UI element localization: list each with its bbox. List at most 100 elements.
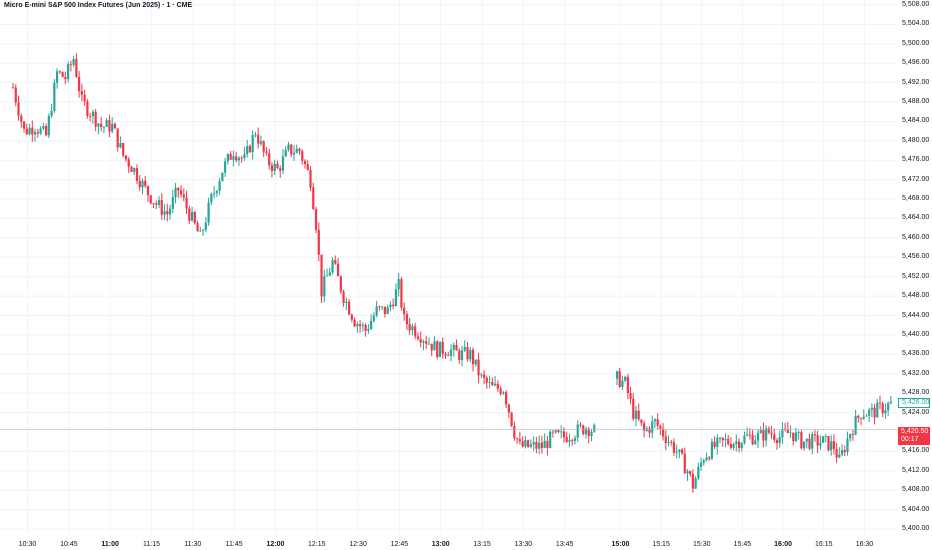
candle	[17, 95, 20, 121]
price-tick-label: 5,428.00	[902, 389, 930, 397]
candle	[675, 444, 678, 459]
candle-body	[805, 438, 808, 442]
candle	[708, 455, 711, 461]
candle-body	[621, 380, 624, 387]
countdown-timer: 00:17	[901, 435, 919, 443]
candle	[816, 430, 819, 454]
candle	[436, 339, 439, 360]
time-tick-label: 16:30	[855, 541, 874, 548]
candle-body	[257, 134, 260, 144]
candle-body	[811, 434, 814, 449]
candle-body	[353, 319, 356, 327]
candle-body	[765, 428, 768, 441]
candle-body	[452, 344, 455, 350]
candle	[830, 435, 833, 456]
candle	[781, 422, 784, 445]
candle	[656, 413, 659, 430]
candle	[767, 426, 770, 435]
candle	[80, 83, 83, 102]
price-tick-label: 5,424.00	[902, 408, 930, 416]
chart-title: Micro E-mini S&P 500 Index Futures (Jun …	[4, 2, 193, 9]
candle-body	[876, 402, 879, 418]
candle	[210, 192, 213, 206]
candle-body	[697, 466, 700, 479]
candle-body	[560, 431, 563, 433]
candle-body	[573, 437, 577, 441]
candle-body	[538, 442, 541, 449]
candle	[279, 165, 282, 178]
candle	[805, 438, 808, 449]
candle-body	[179, 190, 183, 195]
candle-body	[653, 419, 657, 422]
candle	[521, 436, 524, 448]
candle-body	[808, 438, 811, 449]
candle	[381, 306, 384, 311]
candle-body	[320, 254, 323, 297]
candle	[513, 421, 516, 441]
candle	[759, 426, 762, 434]
candle	[392, 298, 395, 310]
candle-body	[499, 388, 502, 394]
candle	[754, 435, 757, 446]
time-tick-label: 12:15	[308, 541, 326, 548]
candle-body	[370, 320, 373, 330]
price-tick-label: 5,416.00	[902, 447, 930, 455]
candle-body	[689, 471, 692, 475]
candle-body	[287, 144, 290, 150]
candle	[862, 409, 865, 420]
candle-body	[138, 180, 141, 188]
candle-body	[122, 142, 125, 156]
candle	[359, 320, 362, 333]
candle-body	[471, 349, 475, 365]
price-tick-label: 5,460.00	[902, 233, 930, 241]
candle-body	[372, 315, 375, 321]
price-tick-label: 5,476.00	[902, 156, 930, 164]
candle-body	[113, 123, 117, 129]
candle	[838, 447, 841, 459]
candle	[36, 128, 39, 138]
candle	[237, 156, 240, 166]
candle	[794, 427, 798, 443]
candle	[843, 445, 846, 457]
candle	[740, 441, 743, 452]
candle-body	[699, 462, 703, 467]
candle	[78, 71, 81, 98]
candle-body	[518, 439, 521, 442]
time-tick-label: 12:30	[349, 541, 367, 548]
candle-body	[248, 146, 252, 153]
price-tick-label: 5,452.00	[902, 272, 930, 280]
candle	[765, 425, 768, 447]
candle	[705, 452, 708, 462]
candle	[301, 149, 304, 165]
candle-body	[427, 343, 431, 345]
candle	[686, 468, 689, 481]
candle-body	[414, 326, 417, 337]
candle-body	[661, 428, 665, 437]
candle-body	[210, 193, 213, 203]
candle	[235, 152, 238, 163]
chart-grid	[0, 0, 897, 535]
candle	[334, 255, 337, 265]
candle	[887, 401, 890, 417]
candle	[185, 190, 188, 215]
candle	[179, 185, 183, 198]
candle	[226, 153, 229, 165]
candle	[699, 457, 703, 471]
candle	[124, 155, 128, 162]
candle	[811, 431, 814, 455]
candle-body	[336, 263, 340, 277]
candle-body	[44, 126, 48, 136]
candle-body	[403, 307, 406, 315]
candle	[427, 337, 431, 345]
candle-body	[775, 439, 779, 444]
candle-body	[797, 432, 800, 433]
candle-body	[678, 449, 681, 452]
candle-body	[64, 76, 67, 80]
candle	[127, 156, 130, 174]
candle-body	[474, 359, 477, 365]
candle-body	[557, 430, 560, 433]
candle	[702, 458, 705, 466]
candle	[743, 431, 746, 445]
time-tick-label: 13:30	[514, 541, 533, 548]
